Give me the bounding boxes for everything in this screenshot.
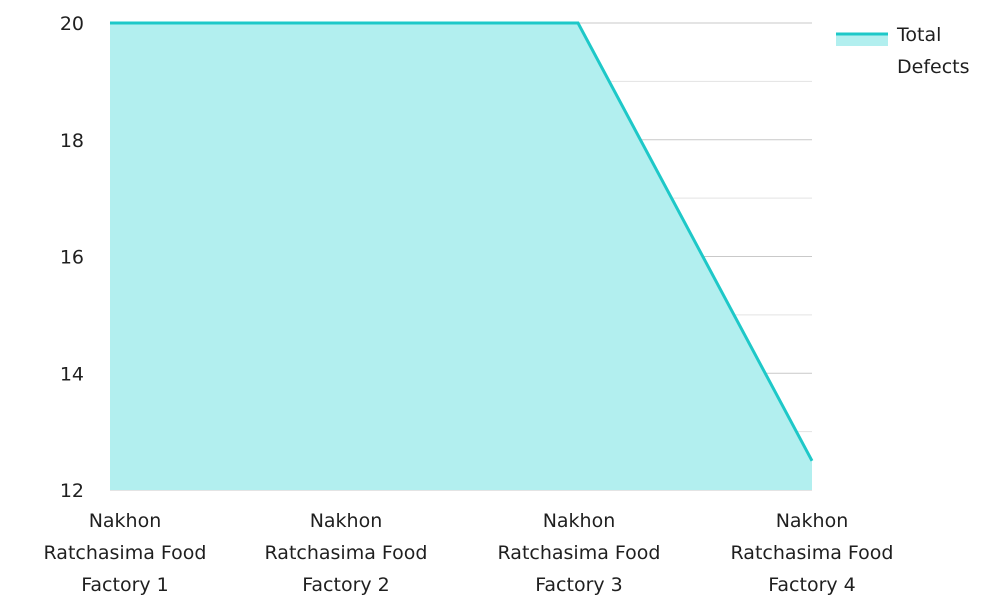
y-tick-label: 12: [60, 480, 84, 502]
x-tick-label: Nakhon Ratchasima Food Factory 2: [265, 510, 428, 596]
legend[interactable]: Total Defects: [836, 24, 970, 78]
x-axis-ticks: Nakhon Ratchasima Food Factory 1 Nakhon Ratc…: [44, 510, 894, 596]
y-tick-label: 18: [60, 130, 84, 152]
legend-label: Total Defects: [896, 24, 970, 78]
y-tick-label: 20: [60, 13, 84, 35]
series-area-fill: [110, 23, 812, 490]
y-tick-label: 14: [60, 363, 84, 385]
series-line[interactable]: [110, 21, 814, 462]
y-tick-label: 16: [60, 247, 84, 269]
x-tick-label: Nakhon Ratchasima Food Factory 1: [44, 510, 207, 596]
series-area: [109, 21, 814, 490]
x-tick-label: Nakhon Ratchasima Food Factory 3: [498, 510, 661, 596]
y-axis-ticks: 12 14 16 18 20: [60, 13, 84, 502]
x-tick-label: Nakhon Ratchasima Food Factory 4: [731, 510, 894, 596]
legend-swatch-fill: [836, 34, 888, 46]
